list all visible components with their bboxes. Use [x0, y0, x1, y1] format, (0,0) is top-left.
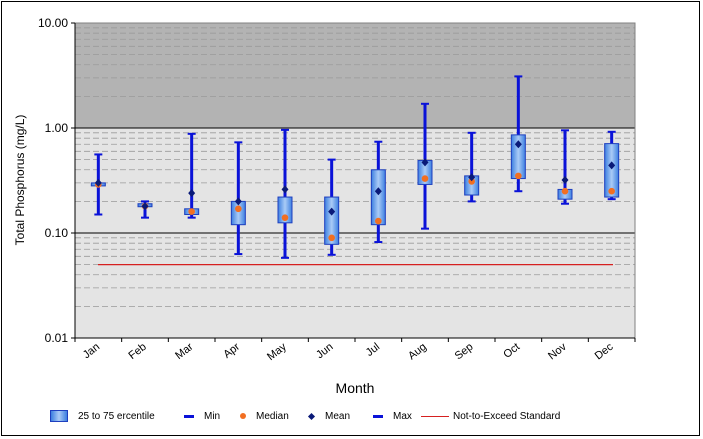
median-dot: [235, 205, 242, 213]
box-jul: [370, 140, 386, 244]
x-tick-label: Dec: [593, 341, 616, 363]
x-tick-label: Feb: [127, 341, 149, 362]
legend-label-box: 25 to 75 ercentile: [78, 410, 155, 422]
box-sep: [464, 131, 480, 203]
upper-band: [75, 23, 635, 128]
x-tick-label: Oct: [501, 341, 522, 361]
mean-diamond: [188, 189, 196, 198]
legend-median-item: Median: [240, 404, 289, 428]
median-dot: [328, 234, 335, 242]
median-dot: [375, 217, 382, 225]
x-tick-label: Mar: [173, 341, 196, 362]
x-tick-label: Apr: [221, 341, 242, 361]
x-tick-label: Sep: [453, 341, 476, 363]
median-dot: [608, 187, 615, 195]
mean-diamond: [141, 202, 149, 211]
y-tick-label: 10.00: [38, 16, 68, 30]
mean-diamond: [374, 187, 382, 196]
iqr-box: [324, 196, 340, 245]
box-dec: [604, 130, 620, 201]
x-axis-label: Month: [336, 380, 375, 396]
mean-diamond: [234, 197, 242, 206]
legend-max-item: Max: [373, 404, 412, 428]
mean-diamond: [608, 161, 616, 170]
iqr-box: [370, 169, 386, 226]
box-feb: [137, 200, 153, 219]
legend-label-min: Min: [204, 410, 221, 422]
median-dot: [421, 175, 429, 182]
legend-box-item: 25 to 75 ercentile: [50, 404, 155, 428]
y-tick-label: 0.01: [45, 331, 69, 345]
median-dot: [561, 187, 569, 195]
y-tick-label: 0.10: [45, 226, 69, 240]
box-jan: [90, 153, 106, 216]
box-may: [277, 128, 293, 259]
legend-label-median: Median: [256, 410, 289, 422]
iqr-box: [277, 196, 293, 224]
legend-label-standard: Not-to-Exceed Standard: [453, 410, 561, 422]
box-oct: [510, 75, 526, 193]
y-axis-label: Total Phosphorus (mg/L): [13, 115, 27, 246]
x-tick-label: Jan: [81, 341, 102, 361]
median-dot: [188, 208, 195, 215]
box-swatch: [50, 410, 68, 422]
box-aug: [417, 102, 433, 230]
iqr-box: [604, 143, 620, 198]
standard-line-icon: [421, 415, 449, 417]
min-dash-icon: [184, 414, 194, 418]
x-tick-label: May: [265, 341, 289, 364]
x-tick-label: Jul: [364, 341, 382, 359]
y-tick-label: 1.00: [45, 121, 69, 135]
x-tick-label: Nov: [546, 341, 569, 363]
median-dot: [281, 214, 289, 221]
box-mar: [184, 132, 200, 219]
mean-diamond: [421, 158, 429, 167]
box-apr: [230, 141, 246, 256]
mean-diamond: [281, 185, 289, 194]
legend-standard-item: Not-to-Exceed Standard: [421, 404, 560, 428]
max-dash-icon: [373, 414, 383, 418]
box-jun: [324, 158, 340, 256]
x-tick-label: Jun: [314, 341, 335, 361]
mean-diamond: [561, 175, 569, 184]
legend-mean-item: Mean: [307, 404, 351, 428]
legend-label-max: Max: [393, 410, 412, 422]
x-tick-label: Aug: [406, 341, 429, 363]
mean-diamond: [328, 207, 336, 216]
mean-diamond: [468, 173, 476, 182]
median-dot-icon: [240, 413, 246, 419]
legend-min-item: Min: [184, 404, 220, 428]
box-nov: [557, 129, 573, 205]
mean-diamond: [514, 140, 522, 149]
mean-diamond-icon: [307, 412, 316, 420]
mean-diamond: [94, 178, 102, 187]
legend-label-mean: Mean: [325, 410, 351, 422]
median-dot: [468, 178, 475, 185]
median-dot: [515, 172, 522, 180]
